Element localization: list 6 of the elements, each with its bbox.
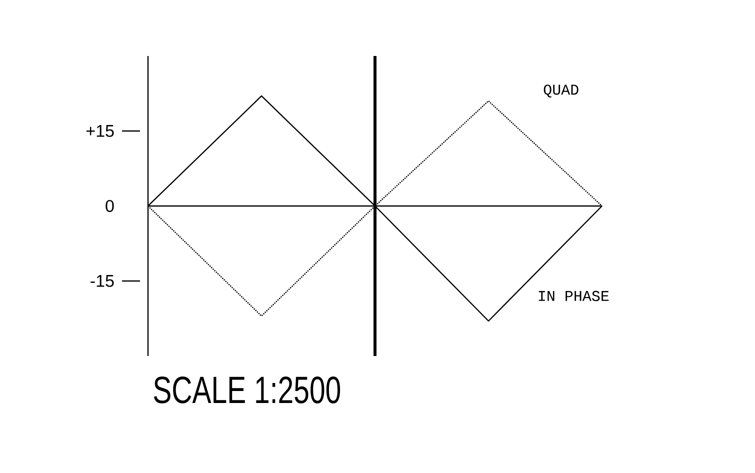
- series-label: IN PHASE: [538, 290, 609, 302]
- y-tick-label: +15: [86, 125, 114, 137]
- y-tick-label: 0: [106, 200, 114, 212]
- text: SCALE 1:2500: [154, 376, 340, 404]
- text: QUAD: [544, 84, 578, 98]
- y-tick-label: -15: [90, 275, 114, 287]
